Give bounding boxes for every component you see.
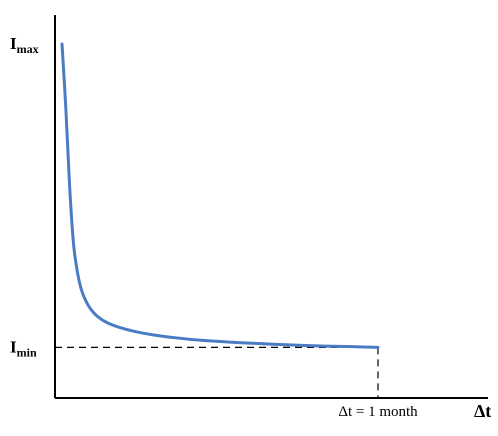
y-tick-label-max-sub: max	[17, 42, 39, 56]
x-axis-label: Δt	[474, 401, 491, 421]
y-tick-label-min-main: I	[10, 337, 17, 356]
series-group	[60, 42, 380, 349]
x-marker-label: Δt = 1 month	[338, 404, 418, 420]
series-line	[60, 42, 380, 349]
reference-lines	[55, 346, 379, 398]
y-tick-label-min-sub: min	[17, 345, 37, 359]
y-tick-label-min: Imin	[10, 337, 37, 359]
y-tick-label-max: Imax	[10, 34, 39, 56]
y-tick-label-max-main: I	[10, 34, 17, 53]
